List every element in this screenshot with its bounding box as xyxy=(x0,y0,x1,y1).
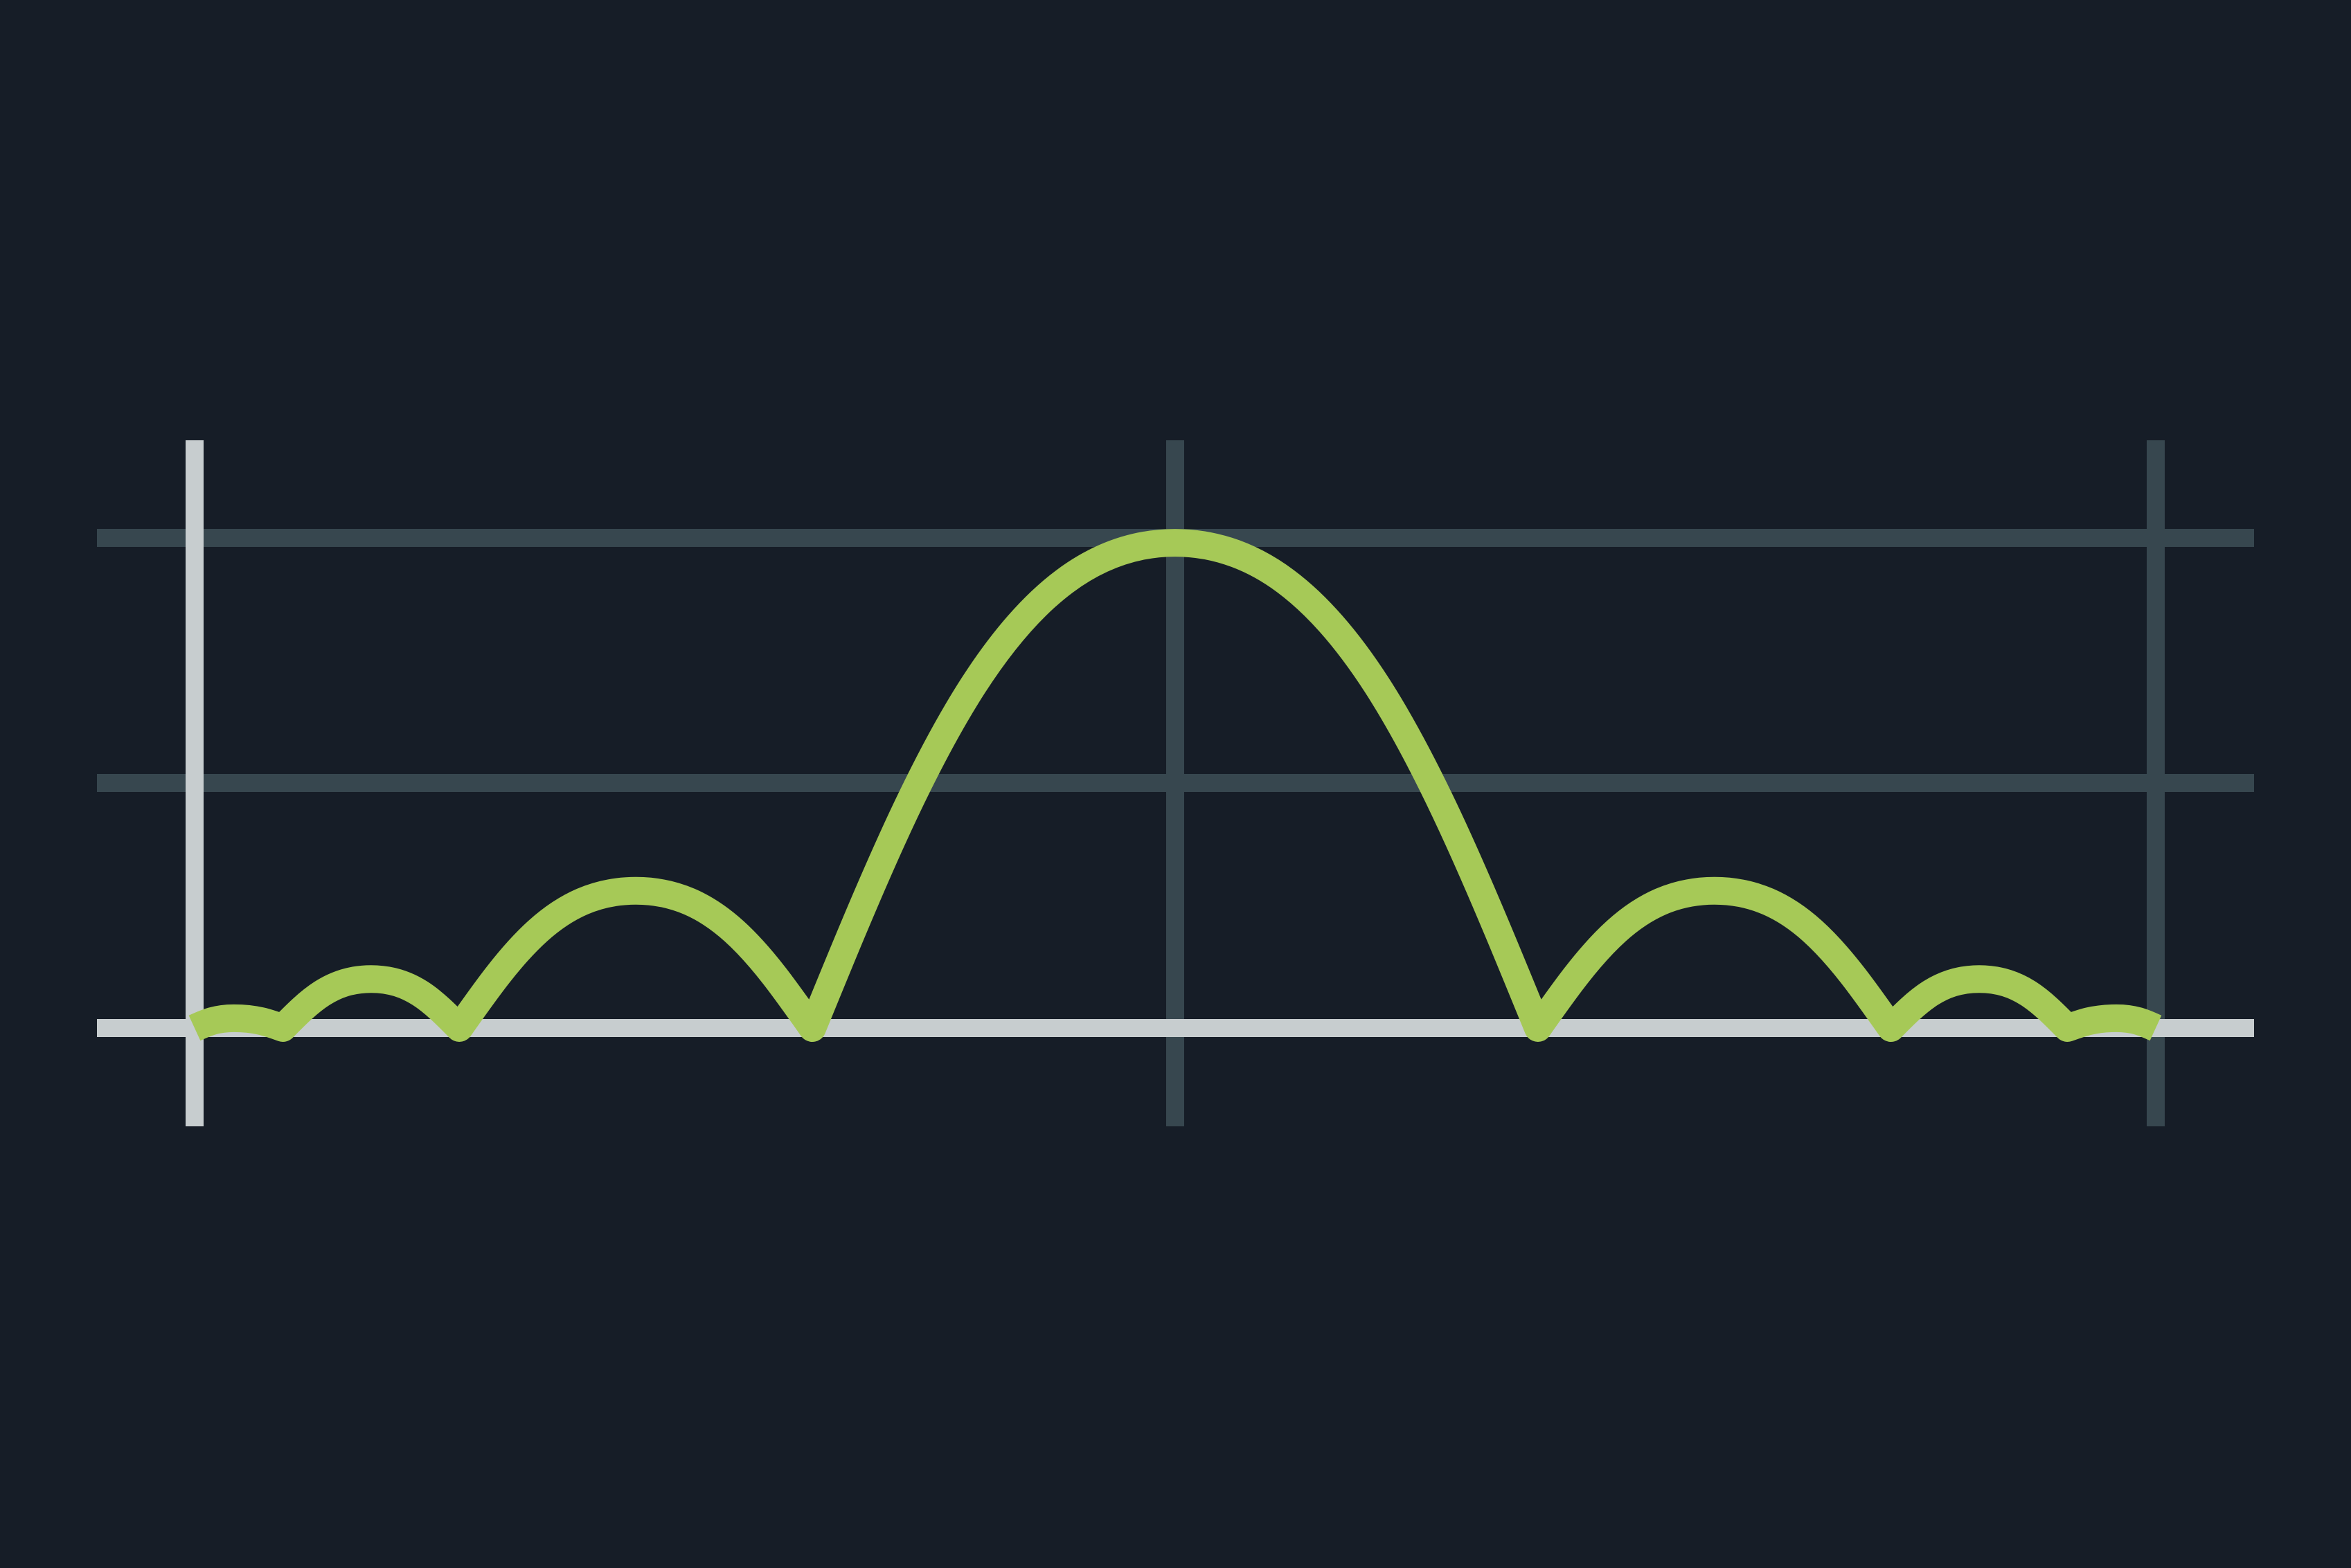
series-layer xyxy=(188,529,2162,1042)
series-line-0 xyxy=(188,529,2162,1042)
